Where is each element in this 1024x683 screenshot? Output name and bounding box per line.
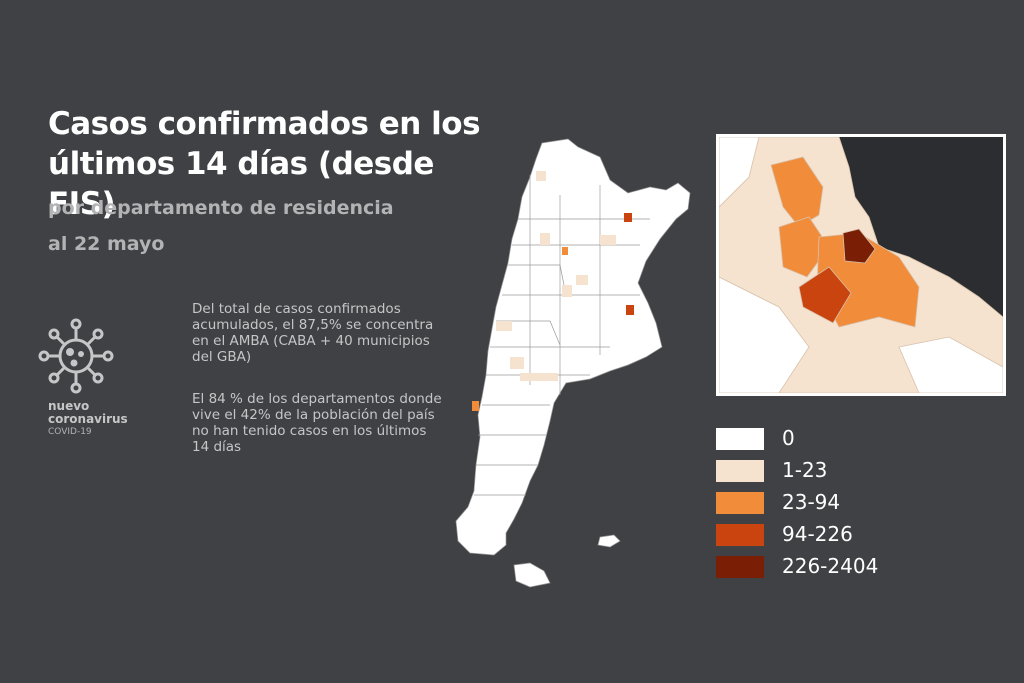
- legend-swatch-3: [716, 524, 764, 546]
- legend-swatch-0: [716, 428, 764, 450]
- inset-white-west: [719, 137, 760, 208]
- brand-line-3: COVID-19: [48, 427, 92, 437]
- inset-darkred-south: [798, 266, 852, 324]
- map-subtitle: por departamento de residencia: [48, 197, 394, 219]
- dept-jujuy: [536, 171, 546, 181]
- tierra-del-fuego: [513, 562, 551, 588]
- inset-darkest-caba: [842, 228, 876, 264]
- legend-swatch-4: [716, 556, 764, 578]
- dept-chaco: [600, 235, 616, 245]
- legend-label: 226-2404: [782, 554, 879, 578]
- inset-white-southeast: [898, 336, 1003, 393]
- argentina-map: [455, 138, 691, 588]
- inset-white-south: [719, 276, 810, 393]
- amba-inset-svg: [719, 137, 1003, 393]
- dept-salta: [540, 233, 550, 245]
- amba-inset-map: [716, 134, 1006, 396]
- chubut-highlight: [472, 401, 479, 411]
- dept-mendoza: [496, 321, 512, 331]
- note-amba: Del total de casos confirmados acumulado…: [192, 301, 434, 365]
- dept-santa-fe: [576, 275, 588, 285]
- legend-label: 23-94: [782, 490, 841, 514]
- legend-label: 94-226: [782, 522, 853, 546]
- province-buenos-aires-highlight: [626, 305, 634, 315]
- malvinas-islands: [597, 534, 621, 548]
- dept-tucuman: [562, 247, 568, 255]
- brand-line-2: coronavirus: [48, 412, 128, 426]
- legend-label: 0: [782, 426, 795, 450]
- posadas-highlight: [624, 213, 632, 222]
- legend-swatch-2: [716, 492, 764, 514]
- brand-line-1: nuevo: [48, 399, 90, 413]
- inset-orange-north: [770, 156, 824, 228]
- virus-icon: [38, 318, 114, 394]
- brand-block: nuevo coronavirus COVID-19: [48, 400, 128, 439]
- map-title: Casos confirmados en los últimos 14 días…: [48, 106, 481, 222]
- map-date: al 22 mayo: [48, 233, 165, 255]
- dept-cordoba: [562, 285, 572, 297]
- dept-neuquen: [510, 357, 524, 369]
- note-departments: El 84 % de los departamentos donde vive …: [192, 391, 442, 455]
- legend-swatch-1: [716, 460, 764, 482]
- dept-rio-negro: [520, 373, 558, 381]
- legend-label: 1-23: [782, 458, 828, 482]
